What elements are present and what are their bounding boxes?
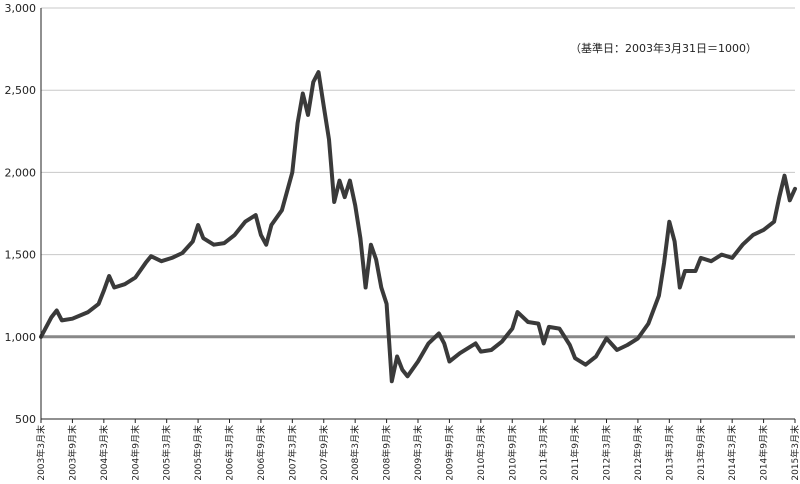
x-tick-label: 2004年9月末 bbox=[129, 425, 141, 481]
x-tick-label: 2007年9月末 bbox=[318, 425, 330, 481]
x-tick-label: 2005年3月末 bbox=[161, 425, 173, 481]
x-tick-label: 2003年3月末 bbox=[35, 425, 47, 481]
x-tick-label: 2015年3月末 bbox=[789, 425, 800, 481]
x-tick-label: 2013年9月末 bbox=[695, 425, 707, 481]
axes bbox=[40, 8, 795, 420]
x-axis-ticks: 2003年3月末 2003年9月末 2004年3月末 2004年9月末 2005年3月末… bbox=[35, 419, 800, 481]
x-tick-label: 2008年9月末 bbox=[381, 425, 393, 481]
y-tick-label: 500 bbox=[15, 413, 36, 426]
y-tick-label: 1,000 bbox=[5, 331, 37, 344]
x-tick-label: 2010年9月末 bbox=[506, 425, 518, 481]
y-tick-label: 2,500 bbox=[5, 84, 37, 97]
x-tick-label: 2009年9月末 bbox=[443, 425, 455, 481]
x-tick-label: 2014年9月末 bbox=[758, 425, 770, 481]
y-tick-label: 1,500 bbox=[5, 249, 37, 262]
y-axis-ticks: 500 1,000 1,500 2,000 2,500 3,000 bbox=[5, 2, 37, 426]
x-tick-label: 2014年3月末 bbox=[726, 425, 738, 481]
x-tick-label: 2009年3月末 bbox=[412, 425, 424, 481]
x-tick-label: 2012年9月末 bbox=[632, 425, 644, 481]
y-tick-label: 3,000 bbox=[5, 2, 37, 15]
x-tick-label: 2003年9月末 bbox=[66, 425, 78, 481]
x-tick-label: 2005年9月末 bbox=[192, 425, 204, 481]
base-date-note: （基準日：2003年3月31日＝1000） bbox=[570, 41, 757, 55]
series-line bbox=[39, 70, 797, 384]
x-tick-label: 2004年3月末 bbox=[98, 425, 110, 481]
y-tick-label: 2,000 bbox=[5, 166, 37, 179]
x-tick-label: 2008年3月末 bbox=[349, 425, 361, 481]
x-tick-label: 2007年3月末 bbox=[286, 425, 298, 481]
x-tick-label: 2006年3月末 bbox=[224, 425, 236, 481]
x-tick-label: 2011年9月末 bbox=[569, 425, 581, 481]
x-tick-label: 2010年3月末 bbox=[475, 425, 487, 481]
x-tick-label: 2006年9月末 bbox=[255, 425, 267, 481]
x-tick-label: 2012年3月末 bbox=[601, 425, 613, 481]
grid bbox=[41, 7, 795, 256]
x-tick-label: 2013年3月末 bbox=[663, 425, 675, 481]
x-tick-label: 2011年3月末 bbox=[538, 425, 550, 481]
